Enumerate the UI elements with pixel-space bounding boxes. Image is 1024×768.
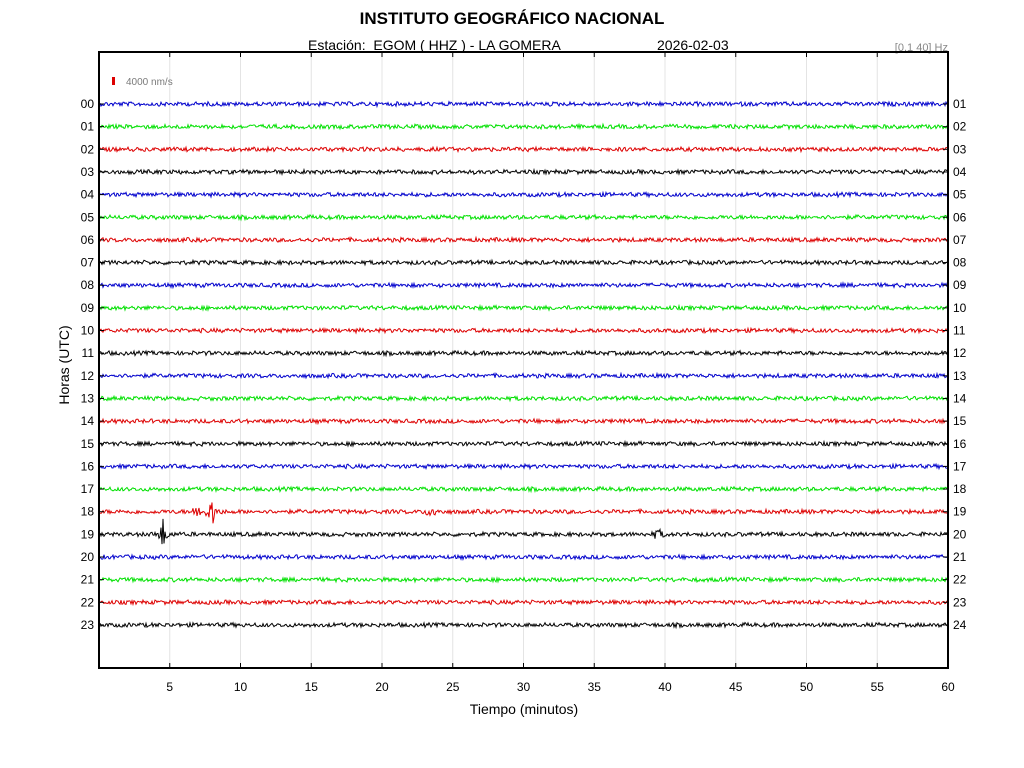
x-tick-label: 25 [446, 680, 460, 694]
hour-label-left: 17 [81, 482, 95, 496]
hour-label-left: 11 [82, 346, 95, 360]
grid-lines [169, 52, 878, 668]
trace-hour-07 [99, 258, 948, 267]
trace-hour-23 [99, 620, 948, 630]
hour-label-left: 06 [81, 233, 95, 247]
hour-label-right: 20 [953, 527, 967, 541]
hour-label-left: 18 [81, 505, 95, 519]
hour-label-left: 02 [81, 142, 95, 156]
x-tick-label: 40 [658, 680, 672, 694]
trace-hour-05 [99, 213, 948, 222]
chart-title: INSTITUTO GEOGRÁFICO NACIONAL [359, 9, 665, 28]
hour-label-left: 05 [81, 210, 95, 224]
hour-label-right: 19 [953, 505, 967, 519]
x-axis-ticks: 5 10 15 20 25 30 35 40 45 50 55 60 [166, 52, 955, 694]
hour-label-left: 16 [81, 459, 95, 473]
trace-hour-19 [99, 518, 948, 545]
trace-hour-20 [99, 553, 948, 561]
trace-hour-10 [99, 326, 948, 335]
hour-label-right: 13 [953, 369, 967, 383]
x-tick-label: 45 [729, 680, 743, 694]
x-tick-label: 15 [305, 680, 319, 694]
seismic-traces [99, 100, 948, 630]
hour-label-right: 17 [953, 459, 967, 473]
trace-hour-12 [99, 371, 948, 380]
trace-hour-09 [99, 303, 948, 312]
trace-hour-16 [99, 462, 948, 471]
x-tick-label: 50 [800, 680, 814, 694]
hour-label-left: 13 [81, 391, 95, 405]
x-tick-label: 30 [517, 680, 531, 694]
hour-label-left: 04 [81, 188, 95, 202]
trace-hour-03 [99, 167, 948, 176]
hour-label-left: 10 [81, 324, 95, 338]
hour-label-right: 10 [953, 301, 967, 315]
hour-label-right: 21 [953, 550, 967, 564]
left-hour-ticks: 00 01 02 03 04 05 06 07 08 09 10 11 12 13 14 15 16 17 18 19… [81, 97, 104, 632]
scale-bar [112, 77, 115, 85]
hour-label-right: 08 [953, 256, 967, 270]
trace-hour-00 [99, 100, 948, 109]
trace-hour-08 [99, 281, 948, 290]
hour-label-right: 06 [953, 210, 967, 224]
hour-label-right: 09 [953, 278, 967, 292]
trace-hour-02 [99, 145, 948, 154]
hour-label-left: 15 [81, 437, 95, 451]
hour-label-right: 04 [953, 165, 967, 179]
date-label: 2026-02-03 [657, 37, 729, 53]
hour-label-right: 07 [953, 233, 967, 247]
hour-label-right: 12 [953, 346, 967, 360]
hour-label-left: 12 [81, 369, 95, 383]
right-hour-ticks: 01 02 03 04 05 06 07 08 09 10 11 12 13 14 15 16 17 18 19 20… [943, 97, 967, 632]
hour-label-right: 18 [953, 482, 967, 496]
hour-label-left: 19 [81, 527, 95, 541]
hour-label-right: 01 [953, 97, 967, 111]
hour-label-left: 14 [81, 414, 95, 428]
scale-label: 4000 nm/s [126, 77, 173, 88]
x-axis-label: Tiempo (minutos) [470, 701, 578, 717]
hour-label-left: 21 [81, 573, 95, 587]
x-tick-label: 20 [375, 680, 389, 694]
trace-hour-01 [99, 122, 948, 131]
trace-hour-21 [99, 575, 948, 584]
hour-label-left: 03 [81, 165, 95, 179]
hour-label-left: 01 [81, 120, 95, 134]
station-label: Estación: EGOM ( HHZ ) - LA GOMERA [308, 37, 561, 53]
hour-label-right: 15 [953, 414, 967, 428]
hour-label-right: 23 [953, 595, 967, 609]
x-tick-label: 5 [166, 680, 173, 694]
x-tick-label: 35 [588, 680, 602, 694]
hour-label-right: 16 [953, 437, 967, 451]
hour-label-right: 22 [953, 573, 967, 587]
hour-label-left: 22 [81, 595, 95, 609]
x-tick-label: 60 [941, 680, 955, 694]
hour-label-right: 03 [953, 142, 967, 156]
hour-label-right: 11 [953, 324, 966, 338]
trace-hour-18 [99, 502, 948, 524]
trace-hour-04 [99, 190, 948, 199]
hour-label-left: 09 [81, 301, 95, 315]
trace-hour-17 [99, 485, 948, 494]
hour-label-right: 14 [953, 391, 967, 405]
y-axis-label: Horas (UTC) [56, 325, 72, 404]
hour-label-left: 08 [81, 278, 95, 292]
hour-label-right: 05 [953, 188, 967, 202]
hour-label-left: 00 [81, 97, 95, 111]
hour-label-left: 20 [81, 550, 95, 564]
hour-label-left: 23 [81, 618, 95, 632]
trace-hour-11 [99, 349, 948, 358]
x-tick-label: 55 [871, 680, 885, 694]
x-tick-label: 10 [234, 680, 248, 694]
trace-hour-13 [99, 394, 948, 403]
hour-label-left: 07 [81, 256, 95, 270]
trace-hour-06 [99, 235, 948, 244]
hour-label-right: 24 [953, 618, 967, 632]
trace-hour-14 [99, 417, 948, 426]
hour-label-right: 02 [953, 120, 967, 134]
trace-hour-15 [99, 439, 948, 448]
trace-hour-22 [99, 598, 948, 607]
